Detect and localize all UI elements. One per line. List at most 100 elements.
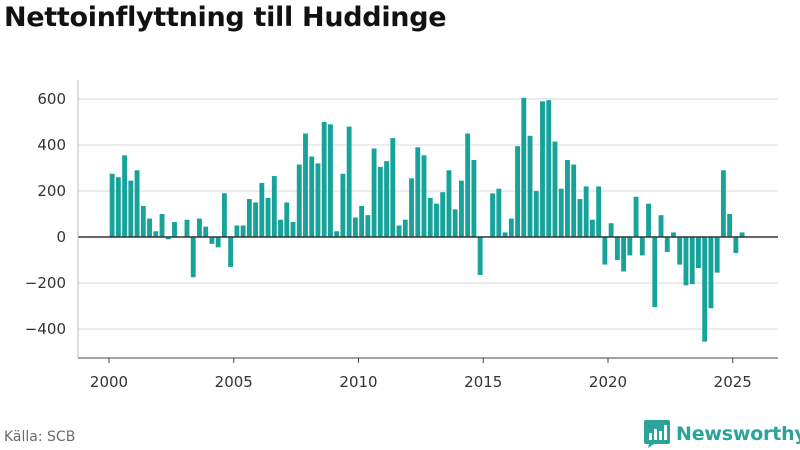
x-tick-labels: 2000 2005 2010 2015 2020 2025 <box>90 373 752 391</box>
bar <box>203 226 209 237</box>
bar <box>303 133 308 237</box>
bar <box>190 237 196 278</box>
x-tick-label: 2000 <box>90 373 128 391</box>
bar <box>321 122 327 237</box>
bar <box>128 180 134 237</box>
bar <box>334 231 340 237</box>
y-tick-labels: −400 −200 0 200 400 600 <box>25 90 66 338</box>
bar <box>184 219 190 237</box>
bar <box>215 237 221 248</box>
bar <box>490 193 496 237</box>
bar <box>708 237 714 309</box>
bar <box>639 237 645 256</box>
bar <box>278 219 283 237</box>
bar <box>689 237 695 285</box>
bar <box>377 166 383 237</box>
x-tick-label: 2005 <box>215 373 253 391</box>
bar <box>427 197 433 237</box>
y-tick-label: 400 <box>37 136 66 154</box>
bar <box>733 237 739 254</box>
source-note: Källa: SCB <box>4 429 76 445</box>
bar <box>521 97 527 237</box>
bar <box>602 237 608 265</box>
y-tick-label: −200 <box>25 274 66 292</box>
bar <box>696 237 701 269</box>
bar <box>577 199 583 237</box>
bar <box>683 237 689 286</box>
bar <box>546 100 552 238</box>
x-tick-label: 2015 <box>464 373 502 391</box>
bar <box>652 237 658 308</box>
bar <box>259 182 265 237</box>
bar <box>633 196 639 237</box>
bar <box>533 191 539 237</box>
bar <box>527 135 533 237</box>
bar <box>140 205 146 237</box>
bar <box>452 209 458 237</box>
x-tick-label: 2010 <box>339 373 377 391</box>
bar <box>440 192 446 237</box>
bar <box>122 155 128 237</box>
bar <box>134 170 140 237</box>
bar <box>415 147 421 237</box>
bar <box>608 223 614 237</box>
brand-name: Newsworthy <box>676 423 800 445</box>
y-tick-label: 200 <box>37 182 66 200</box>
bar <box>271 176 277 237</box>
bar <box>234 225 240 237</box>
bar <box>209 237 215 244</box>
bar <box>446 170 452 237</box>
gridlines <box>78 98 778 330</box>
y-tick-label: −400 <box>25 320 66 338</box>
y-tick-label: 0 <box>56 228 66 246</box>
bar <box>340 173 346 237</box>
bar <box>552 141 558 237</box>
bar <box>596 186 602 237</box>
bar <box>465 133 471 237</box>
bar <box>540 101 545 237</box>
bar <box>197 218 202 237</box>
bar <box>153 231 159 237</box>
bar <box>558 188 564 237</box>
bar <box>409 178 414 237</box>
x-tick-label: 2020 <box>589 373 627 391</box>
bar <box>502 232 508 237</box>
bar <box>384 161 390 237</box>
bar <box>702 237 708 342</box>
bar <box>240 225 246 237</box>
bar <box>739 232 745 237</box>
bar <box>614 237 620 260</box>
bar <box>246 199 252 237</box>
y-tick-label: 600 <box>37 90 66 108</box>
bar <box>677 237 683 265</box>
bar <box>508 218 514 237</box>
bar <box>228 237 234 267</box>
bar <box>390 138 396 237</box>
bar <box>434 203 439 237</box>
axes <box>77 80 778 363</box>
bar <box>714 237 720 273</box>
bar <box>296 164 302 237</box>
chart-title: Nettoinflyttning till Huddinge <box>4 2 447 33</box>
bar <box>589 219 595 237</box>
brand-logo: Newsworthy <box>644 420 800 448</box>
bar-chart-speech-bubble-icon <box>644 420 670 448</box>
bar <box>477 237 483 275</box>
bar <box>571 164 577 237</box>
bar <box>172 222 177 237</box>
bar <box>627 237 633 256</box>
bar <box>352 217 358 237</box>
bar <box>671 232 676 237</box>
bar <box>396 225 402 237</box>
bar <box>664 237 670 252</box>
bar <box>421 155 427 237</box>
bar <box>583 186 589 237</box>
bar <box>147 218 152 237</box>
bar <box>371 148 377 237</box>
bar <box>471 159 477 237</box>
bar <box>109 173 115 237</box>
bar <box>720 170 726 237</box>
bar <box>290 222 296 237</box>
bar <box>646 203 651 237</box>
